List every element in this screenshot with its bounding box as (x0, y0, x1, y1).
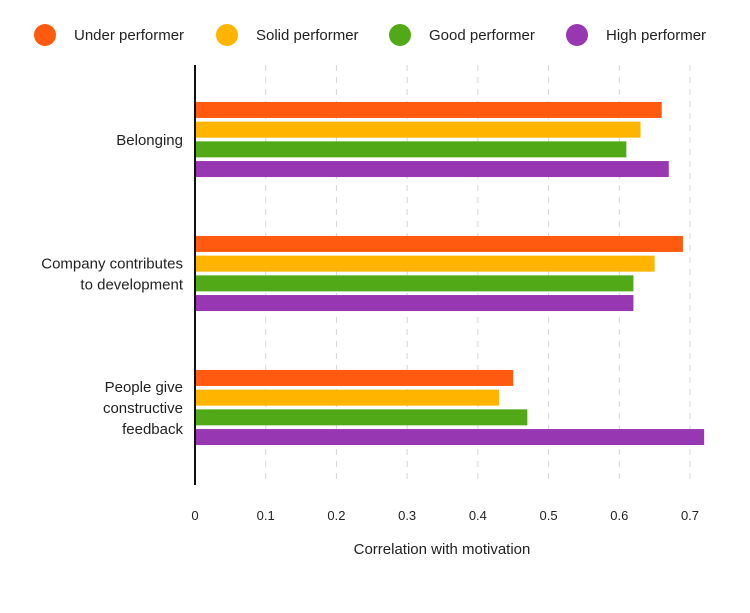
bar-1-2 (195, 121, 641, 138)
legend-label-1: Under performer (74, 27, 184, 44)
legend-marker-4 (566, 24, 588, 46)
x-tick-label: 0 (191, 508, 198, 523)
category-label: Company contributes (41, 256, 183, 273)
bar-1-3 (195, 141, 627, 158)
legend-marker-2 (216, 24, 238, 46)
bar-3-4 (195, 429, 705, 446)
x-tick-label: 0.6 (610, 508, 628, 523)
bar-2-1 (195, 235, 683, 252)
legend-marker-3 (389, 24, 411, 46)
legend-label-2: Solid performer (256, 27, 359, 44)
x-axis-title: Correlation with motivation (354, 541, 531, 558)
bar-2-2 (195, 255, 655, 272)
bar-2-4 (195, 295, 634, 312)
x-tick-label: 0.3 (398, 508, 416, 523)
bar-1-1 (195, 101, 662, 118)
bar-2-3 (195, 275, 634, 292)
category-label: to development (80, 277, 183, 294)
x-tick-label: 0.5 (540, 508, 558, 523)
legend-marker-1 (34, 24, 56, 46)
category-label: constructive (103, 400, 183, 417)
bar-3-3 (195, 409, 528, 426)
bar-3-2 (195, 389, 500, 406)
x-tick-label: 0.4 (469, 508, 487, 523)
x-tick-label: 0.2 (327, 508, 345, 523)
x-tick-label: 0.7 (681, 508, 699, 523)
legend-label-3: Good performer (429, 27, 535, 44)
legend-label-4: High performer (606, 27, 706, 44)
category-label: feedback (122, 421, 183, 438)
bar-3-1 (195, 369, 514, 386)
category-label: People give (105, 379, 183, 396)
bar-1-4 (195, 161, 669, 178)
x-tick-label: 0.1 (257, 508, 275, 523)
category-label: Belonging (116, 132, 183, 149)
